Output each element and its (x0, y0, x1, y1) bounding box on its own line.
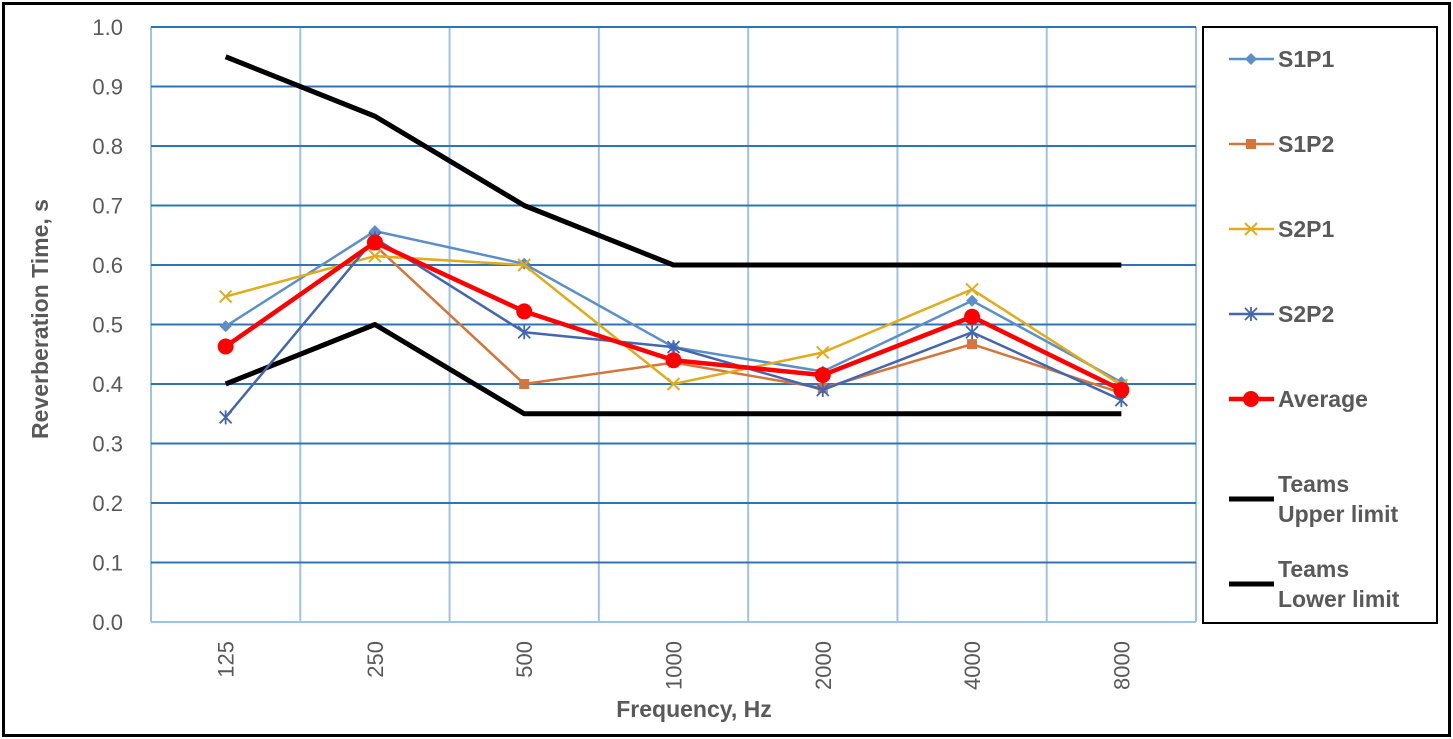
legend-entry: S1P2 (1229, 131, 1334, 157)
grid (150, 26, 1197, 623)
legend-label: S2P1 (1278, 216, 1334, 242)
series-average (217, 234, 1130, 398)
y-tick-label: 0.8 (92, 134, 123, 159)
y-tick-label: 0.3 (92, 432, 123, 457)
legend-label: Upper limit (1278, 501, 1398, 527)
y-tick-label: 0.0 (92, 610, 123, 635)
legend-entry: S2P1 (1229, 216, 1334, 242)
x-tick-label: 8000 (1109, 641, 1134, 690)
legend-label: Lower limit (1278, 586, 1400, 612)
legend-label: Teams (1278, 556, 1349, 582)
legend-entry: S1P1 (1229, 46, 1334, 72)
x-axis-title: Frequency, Hz (616, 696, 772, 722)
y-tick-label: 1.0 (92, 15, 123, 40)
y-tick-label: 0.4 (92, 372, 123, 397)
data-point (965, 282, 979, 297)
data-point (814, 367, 831, 384)
x-tick-label: 125 (214, 641, 239, 678)
y-tick-label: 0.1 (92, 551, 123, 576)
legend-entry: S2P2 (1229, 301, 1334, 327)
data-point (964, 308, 981, 325)
data-point (1246, 139, 1256, 149)
series-line (374, 244, 1122, 395)
y-tick-label: 0.5 (92, 313, 123, 338)
series-line (224, 54, 1122, 268)
data-point (1243, 391, 1259, 407)
data-point (218, 289, 233, 304)
data-point (1244, 222, 1258, 236)
data-point (1245, 53, 1257, 65)
data-point (967, 339, 978, 350)
data-point (665, 352, 682, 369)
data-point (366, 234, 383, 251)
series-line (224, 322, 1122, 417)
legend-label: Teams (1278, 471, 1349, 497)
legend-entry: Teams Upper limit (1229, 471, 1398, 527)
data-point (966, 294, 979, 307)
data-point (816, 382, 830, 397)
x-tick-label: 500 (512, 641, 537, 678)
legend-entry: Teams Lower limit (1229, 556, 1400, 612)
reverberation-chart: 0.0 0.1 0.2 0.3 0.4 0.5 0.6 0.7 0.8 0.9 1.0 125 250… (27, 15, 1438, 722)
x-tick-label: 1000 (662, 641, 687, 690)
data-point (368, 249, 382, 263)
y-tick-label: 0.2 (92, 491, 123, 516)
data-point (517, 258, 531, 272)
data-point (965, 325, 979, 340)
legend-label: S2P2 (1278, 301, 1334, 327)
series-s2p1 (218, 249, 1129, 392)
data-point (816, 345, 830, 360)
y-axis-ticks: 0.0 0.1 0.2 0.3 0.4 0.5 0.6 0.7 0.8 0.9 1.0 (92, 15, 123, 635)
data-point (516, 303, 533, 320)
legend-box (1202, 26, 1438, 624)
data-point (217, 338, 234, 355)
data-point (219, 320, 232, 333)
legend-label: S1P2 (1278, 131, 1334, 157)
data-point (666, 377, 681, 391)
x-tick-label: 2000 (811, 641, 836, 690)
x-axis-ticks: 125 250 500 1000 2000 4000 8000 (214, 641, 1135, 690)
y-tick-label: 0.7 (92, 194, 123, 219)
y-axis-title: Reverberation Time, s (27, 199, 53, 439)
legend-label: Average (1278, 386, 1368, 412)
legend-label: S1P1 (1278, 46, 1334, 72)
x-tick-label: 250 (363, 641, 388, 678)
data-point (1113, 381, 1130, 398)
x-tick-label: 4000 (960, 641, 985, 690)
series-teams-upper-limit (224, 54, 1122, 268)
y-tick-label: 0.9 (92, 75, 123, 100)
data-point (1244, 307, 1258, 321)
data-point (517, 325, 531, 340)
series-teams-lower-limit (224, 322, 1122, 417)
data-point (219, 410, 233, 425)
y-tick-label: 0.6 (92, 253, 123, 278)
series-layer (217, 54, 1130, 425)
data-point (519, 379, 530, 389)
data-point (666, 340, 681, 355)
legend-entry: Average (1229, 386, 1368, 412)
